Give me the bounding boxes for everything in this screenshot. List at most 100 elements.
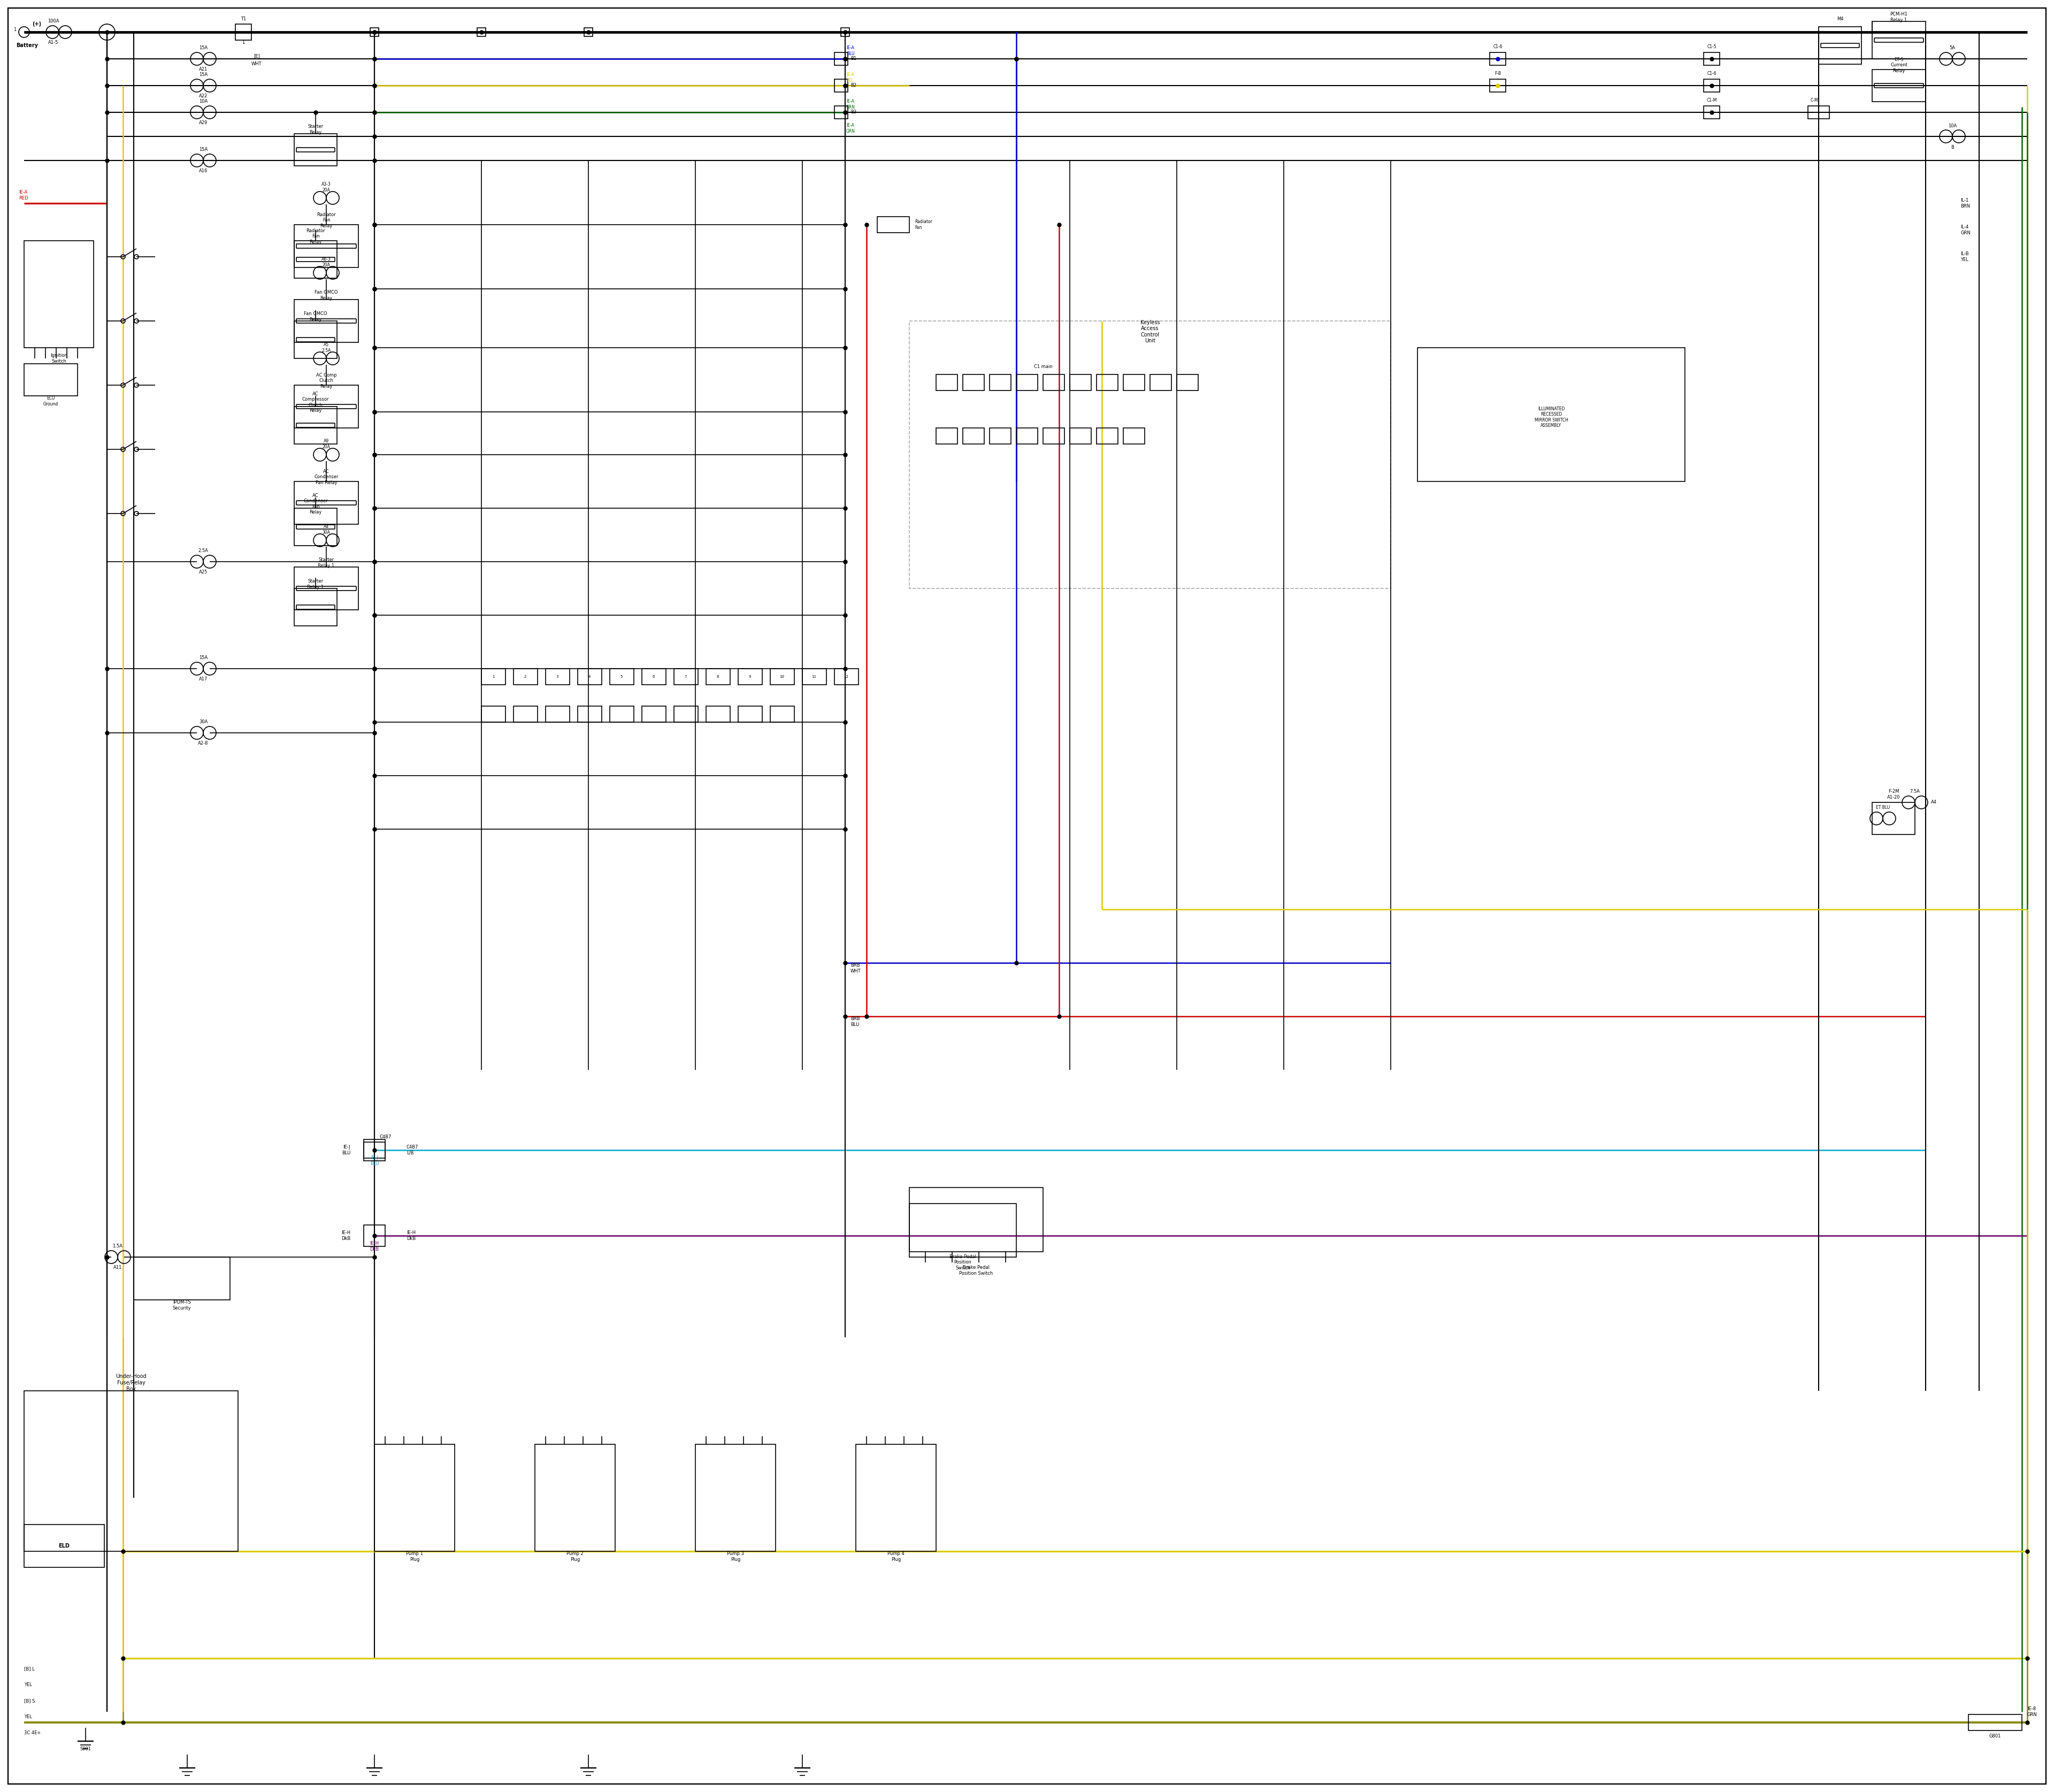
Bar: [737, 668, 762, 685]
Bar: [990, 375, 1011, 391]
Bar: [577, 706, 602, 722]
Text: 7: 7: [684, 676, 686, 679]
Bar: [1070, 428, 1091, 444]
Text: 11: 11: [811, 676, 817, 679]
Text: 10A: 10A: [1947, 124, 1957, 127]
Text: 30A: 30A: [199, 720, 207, 724]
Text: Radiator
Fan
Relay: Radiator Fan Relay: [306, 228, 325, 244]
Bar: [1017, 428, 1037, 444]
Bar: [134, 1256, 230, 1299]
Bar: [294, 321, 337, 358]
Text: 2: 2: [524, 676, 526, 679]
Text: C1 main: C1 main: [1033, 364, 1052, 369]
Bar: [1070, 375, 1091, 391]
Bar: [641, 668, 665, 685]
Text: A11: A11: [113, 1265, 121, 1271]
Text: 3: 3: [557, 676, 559, 679]
Text: A2-8: A2-8: [197, 742, 207, 745]
Text: A29: A29: [199, 120, 207, 125]
Text: AC
Condenser
Fan Relay: AC Condenser Fan Relay: [314, 470, 339, 486]
Bar: [546, 706, 569, 722]
Bar: [1489, 52, 1506, 65]
Text: B3: B3: [850, 109, 857, 115]
Text: Pump 3
Plug: Pump 3 Plug: [727, 1552, 744, 1563]
Text: Starter
Relay: Starter Relay: [308, 124, 322, 134]
Text: 1: 1: [242, 41, 244, 45]
Text: ELD: ELD: [60, 1543, 70, 1548]
Text: IE-J
BLU: IE-J BLU: [341, 1145, 351, 1156]
Bar: [1703, 106, 1719, 118]
Text: Pump 2
Plug: Pump 2 Plug: [567, 1552, 583, 1563]
Text: Radiator
Fan: Radiator Fan: [914, 219, 933, 229]
Bar: [481, 668, 505, 685]
Text: 15A: 15A: [199, 47, 207, 50]
Text: IE-J
BLU: IE-J BLU: [370, 1156, 378, 1167]
Text: S001: S001: [80, 1747, 90, 1751]
Bar: [937, 428, 957, 444]
Text: 1: 1: [493, 676, 495, 679]
Text: M4: M4: [1836, 16, 1842, 22]
Text: 1: 1: [14, 27, 16, 32]
Bar: [910, 1204, 1017, 1256]
Bar: [834, 106, 848, 118]
Text: C1-6: C1-6: [1493, 45, 1501, 50]
Text: C1-5: C1-5: [1707, 45, 1717, 50]
Bar: [641, 706, 665, 722]
Bar: [1017, 375, 1037, 391]
Text: B: B: [1951, 145, 1953, 149]
Text: C-M: C-M: [1812, 99, 1818, 102]
Bar: [1871, 70, 1927, 102]
Text: A22: A22: [199, 93, 207, 99]
Text: A25: A25: [199, 570, 207, 575]
Bar: [364, 1140, 386, 1161]
Bar: [1871, 803, 1914, 835]
Bar: [294, 299, 357, 342]
Text: 6: 6: [653, 676, 655, 679]
Text: C1-M: C1-M: [1707, 99, 1717, 102]
Text: IL-1
BRN: IL-1 BRN: [1960, 199, 1970, 208]
Bar: [294, 224, 357, 267]
Bar: [583, 29, 594, 36]
Bar: [477, 29, 485, 36]
Text: C1-6: C1-6: [1707, 72, 1717, 77]
Text: A3-3
20A: A3-3 20A: [322, 183, 331, 192]
Bar: [294, 240, 337, 278]
Bar: [963, 428, 984, 444]
Text: T1: T1: [240, 16, 246, 22]
Text: A9
20A: A9 20A: [322, 439, 331, 450]
Bar: [25, 1525, 105, 1568]
Text: [B] L: [B] L: [25, 1667, 35, 1672]
Text: Under-Hood
Fuse/Relay
Box: Under-Hood Fuse/Relay Box: [115, 1374, 146, 1392]
Bar: [294, 509, 337, 545]
Text: IE-H
DkB: IE-H DkB: [341, 1231, 351, 1240]
Bar: [877, 217, 910, 233]
Text: WHT: WHT: [251, 61, 263, 66]
Bar: [294, 407, 337, 444]
Text: C4B7
L/B: C4B7 L/B: [407, 1145, 419, 1156]
Text: F-B: F-B: [1495, 72, 1501, 77]
Text: [B] S: [B] S: [25, 1699, 35, 1704]
Text: IL-4
GRN: IL-4 GRN: [1960, 224, 1970, 235]
Text: Pump 4
Plug: Pump 4 Plug: [887, 1552, 904, 1563]
Bar: [294, 566, 357, 609]
Bar: [696, 1444, 776, 1552]
Text: ET BLU: ET BLU: [1875, 805, 1890, 810]
Bar: [1871, 22, 1927, 59]
Text: AC
Compressor
Clutch
Relay: AC Compressor Clutch Relay: [302, 391, 329, 412]
Text: ECU
Ground: ECU Ground: [43, 396, 58, 407]
Text: IL-B
YEL: IL-B YEL: [1960, 251, 1968, 262]
Text: Fan GMCO
Relay: Fan GMCO Relay: [304, 312, 327, 323]
Text: AC Comp
Clutch
Relay: AC Comp Clutch Relay: [316, 373, 337, 389]
Text: IPDM-TS
Security: IPDM-TS Security: [173, 1299, 191, 1310]
Bar: [840, 29, 850, 36]
Bar: [546, 668, 569, 685]
Text: BRB
WHT: BRB WHT: [850, 962, 861, 973]
Bar: [534, 1444, 614, 1552]
Text: (+): (+): [33, 22, 41, 27]
Text: 1.5A: 1.5A: [113, 1244, 123, 1249]
Bar: [294, 134, 337, 167]
Bar: [910, 1188, 1043, 1253]
Bar: [803, 668, 826, 685]
Text: ILLUMINATED
RECESSED
MIRROR SWITCH
ASSEMBLY: ILLUMINATED RECESSED MIRROR SWITCH ASSEM…: [1534, 407, 1567, 428]
Text: 7.5A: 7.5A: [1910, 788, 1920, 794]
